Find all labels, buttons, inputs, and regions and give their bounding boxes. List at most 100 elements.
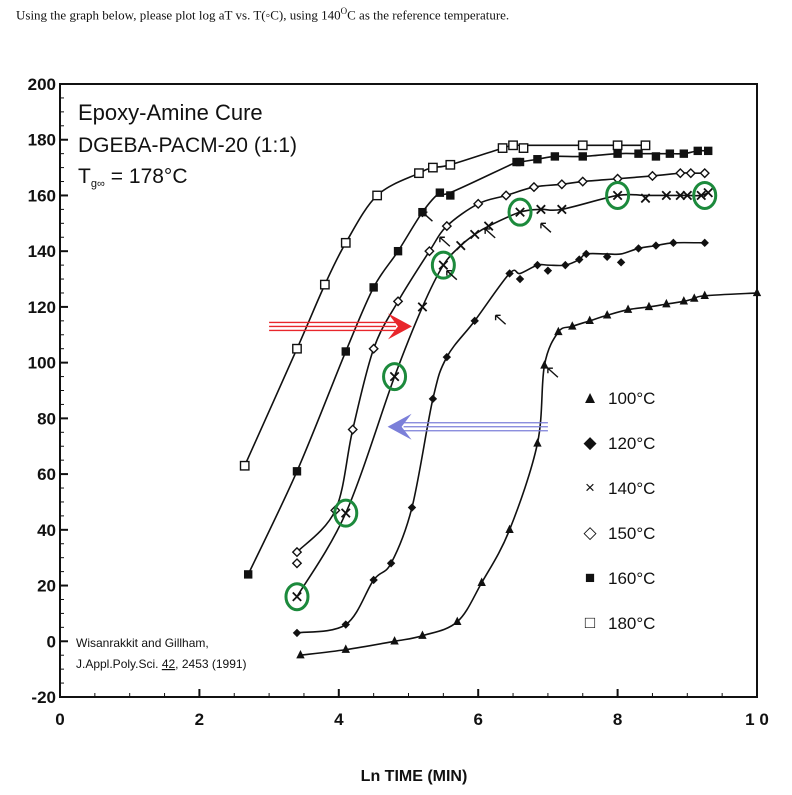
point-square-open — [292, 343, 302, 354]
point-triangle — [390, 636, 399, 645]
legend-symbol: ■ — [585, 568, 595, 587]
point-diamond — [470, 316, 479, 326]
point-diamond — [515, 274, 525, 284]
point-square — [446, 191, 455, 200]
point-square — [292, 467, 302, 476]
point-diamond — [543, 266, 553, 275]
point-square — [533, 155, 542, 164]
legend: ▲ 100°C ◆ 120°C × 140°C ◇ 150°C ■ 160°C □ 180°C — [582, 388, 656, 633]
point-square-open — [340, 237, 351, 248]
point-diamond — [341, 620, 350, 629]
citation-line1: Wisanrakkit and Gillham, — [76, 636, 209, 650]
point-diamond-open — [647, 170, 658, 182]
legend-label: 150°C — [608, 524, 655, 543]
point-diamond — [292, 628, 302, 638]
blue-arrow — [387, 413, 548, 440]
point-triangle — [540, 360, 549, 369]
y-tick-label: 180 — [28, 131, 56, 150]
green-circle — [692, 180, 718, 210]
point-triangle — [679, 296, 689, 305]
red-arrow-head — [387, 313, 412, 340]
pointer-arrow — [494, 314, 507, 325]
point-square — [679, 149, 689, 158]
point-triangle — [623, 304, 633, 313]
point-square-open — [239, 460, 250, 471]
point-cross — [438, 260, 449, 270]
point-square — [578, 152, 587, 161]
point-diamond — [602, 252, 612, 261]
point-triangle — [477, 577, 486, 586]
point-cross — [682, 190, 693, 201]
y-tick-label: 200 — [28, 75, 56, 94]
point-triangle — [505, 524, 514, 534]
point-square — [693, 146, 702, 156]
point-cross — [340, 508, 351, 518]
legend-symbol: ▲ — [582, 388, 599, 407]
point-triangle — [662, 298, 671, 308]
pointer-arrow — [421, 211, 433, 222]
legend-symbol: ◆ — [583, 433, 597, 452]
point-square — [704, 146, 713, 156]
point-square-open — [640, 140, 651, 151]
y-tick-label: 60 — [37, 465, 56, 484]
point-triangle — [752, 287, 762, 297]
point-square — [515, 157, 525, 167]
point-cross — [640, 193, 651, 204]
point-square — [613, 149, 622, 158]
point-triangle — [418, 630, 427, 639]
plot-frame — [59, 83, 758, 698]
point-diamond — [369, 575, 378, 585]
point-triangle — [554, 326, 563, 336]
green-circle — [430, 250, 456, 280]
y-tick-label: 0 — [47, 632, 56, 651]
red-arrow — [269, 313, 412, 340]
point-cross — [703, 187, 714, 198]
blue-arrow-head — [387, 413, 412, 440]
point-diamond-open — [291, 546, 303, 558]
point-diamond-open — [368, 343, 379, 354]
green-circle — [507, 197, 533, 227]
point-square-open — [372, 190, 383, 201]
point-square — [435, 188, 445, 197]
point-square — [665, 149, 675, 158]
point-diamond — [442, 352, 452, 362]
point-triangle — [453, 616, 462, 625]
point-diamond — [651, 241, 661, 250]
legend-label: 160°C — [608, 569, 655, 588]
y-tick-label: 40 — [37, 521, 56, 540]
point-diamond — [386, 559, 396, 568]
plot-border — [59, 83, 758, 698]
point-cross — [389, 371, 400, 382]
citation-line2: J.Appl.Poly.Sci. 42, 2453 (1991) — [76, 657, 247, 671]
legend-label: 120°C — [608, 434, 655, 453]
x-axis-label: Ln TIME (MIN) — [361, 768, 468, 785]
legend-label: 100°C — [608, 389, 655, 408]
point-cross — [417, 302, 428, 312]
legend-symbol: □ — [585, 613, 595, 632]
point-square-open — [518, 143, 529, 153]
point-diamond — [533, 260, 542, 270]
point-diamond — [561, 260, 570, 270]
point-cross — [455, 240, 466, 251]
point-diamond-open — [347, 424, 358, 435]
x-axis: 0 2 4 6 8 1 0 — [55, 689, 769, 729]
x-tick-label: 2 — [195, 710, 204, 729]
green-circle — [333, 498, 359, 528]
legend-label: 180°C — [608, 614, 655, 633]
green-circle — [382, 362, 408, 392]
chart-title: Epoxy-Amine Cure — [78, 100, 263, 125]
point-triangle — [341, 644, 350, 653]
point-square-open — [508, 140, 518, 151]
annotations — [269, 180, 718, 612]
point-diamond-open — [500, 190, 512, 201]
point-square-open — [577, 140, 588, 151]
pointer-arrow — [547, 367, 559, 378]
x-tick-label: 1 0 — [745, 710, 769, 729]
point-cross — [612, 190, 623, 201]
point-cross — [675, 190, 686, 201]
green-circle — [284, 582, 310, 612]
point-square — [393, 246, 403, 256]
point-cross — [515, 207, 525, 218]
point-square — [634, 149, 643, 158]
